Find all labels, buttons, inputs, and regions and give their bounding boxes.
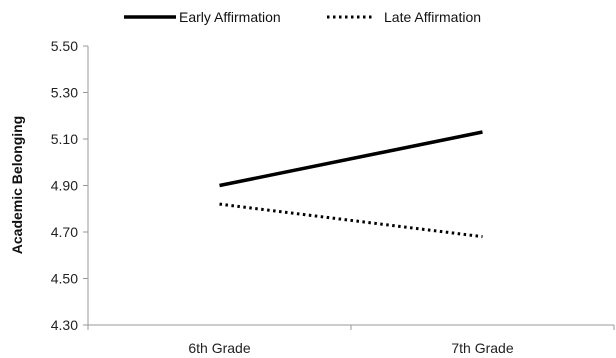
- x-tick-label: 7th Grade: [451, 340, 513, 356]
- series-layer: [219, 130, 483, 239]
- x-ticks: 6th Grade 7th Grade: [87, 325, 615, 356]
- series-line-early-affirmation: [219, 130, 483, 188]
- y-tick-label: 4.70: [51, 224, 78, 240]
- y-tick-label: 5.50: [51, 38, 78, 54]
- series-line-late-affirmation: [219, 202, 483, 239]
- y-tick-label: 4.90: [51, 178, 78, 194]
- y-tick-label: 5.30: [51, 85, 78, 101]
- legend-label-early-affirmation: Early Affirmation: [179, 9, 281, 25]
- legend-label-late-affirmation: Late Affirmation: [384, 9, 481, 25]
- y-axis-title: Academic Belonging: [9, 116, 25, 254]
- y-ticks: 4.30 4.50 4.70 4.90 5.10 5.30 5.50: [51, 38, 88, 333]
- x-tick-label: 6th Grade: [188, 340, 250, 356]
- y-tick-label: 5.10: [51, 131, 78, 147]
- y-tick-label: 4.30: [51, 317, 78, 333]
- legend: Early Affirmation Late Affirmation: [124, 9, 481, 25]
- y-tick-label: 4.50: [51, 271, 78, 287]
